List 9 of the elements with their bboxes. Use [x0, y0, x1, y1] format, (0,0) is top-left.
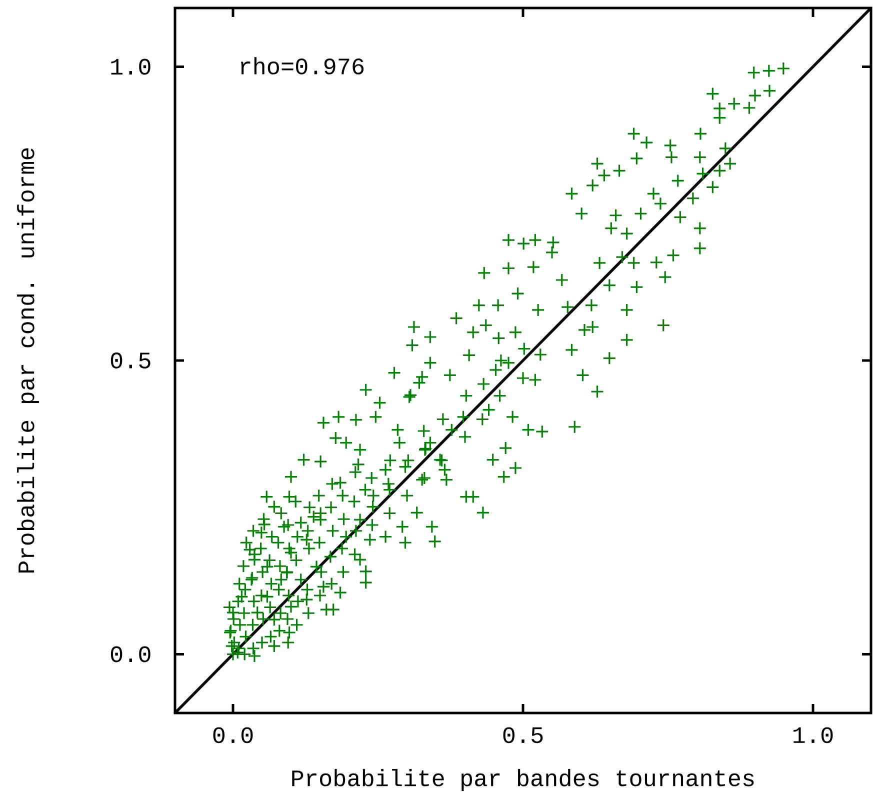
y-tick-label: 1.0: [111, 58, 150, 75]
annotation: rho=0.976: [240, 57, 364, 74]
x-tick-label: 1.0: [794, 727, 833, 744]
y-tick-label: 0.5: [110, 352, 150, 368]
y-axis-title: Probabilite par cond. uniforme: [17, 148, 39, 573]
x-tick-label: 0.5: [503, 727, 543, 744]
x-axis-title: Probabilite par bandes tournantes: [292, 769, 754, 791]
y-tick-label: 0.0: [110, 646, 150, 662]
x-tick-label: 0.0: [213, 727, 253, 744]
